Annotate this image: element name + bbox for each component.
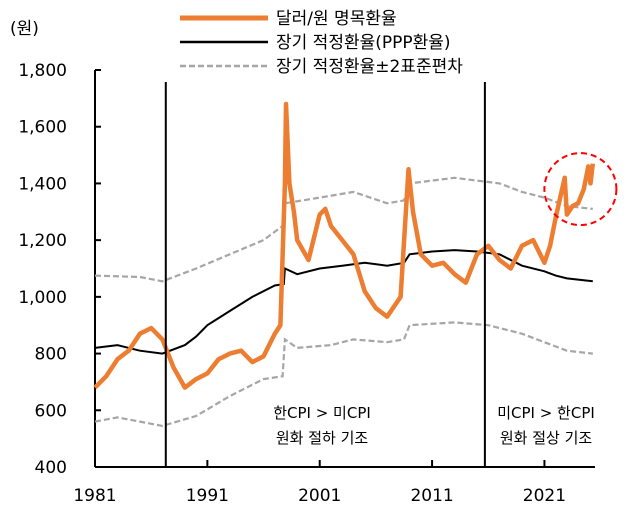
y-tick-label: 600 (35, 401, 67, 421)
annotation-1-line1: 한CPI > 미CPI (273, 404, 371, 422)
y-axis-unit-label: (원) (10, 19, 39, 39)
x-tick-label: 1981 (73, 486, 116, 506)
x-tick-label: 2011 (410, 486, 453, 506)
y-axis: 1,800 1,600 1,400 1,200 1,000 800 600 400 (18, 61, 101, 478)
y-tick-label: 1,800 (18, 61, 67, 81)
series-group (93, 101, 596, 428)
x-tick-label: 2021 (523, 486, 566, 506)
x-axis: 1981 1991 2001 2011 2021 (73, 460, 595, 506)
series-upper-band (94, 176, 593, 283)
y-tick-label: 1,600 (18, 118, 67, 138)
series-ppp-rate (94, 249, 593, 355)
series-lower-band (94, 321, 593, 428)
annotation-1-line2: 원화 절하 기조 (276, 429, 369, 447)
legend: 달러/원 명목환율 장기 적정환율(PPP환율) 장기 적정환율±2표준편차 (180, 9, 463, 77)
annotation-2-line1: 미CPI > 한CPI (497, 404, 595, 422)
series-nominal-rate (93, 101, 596, 390)
period-dividers (164, 82, 618, 467)
highlight-circle (543, 152, 618, 227)
y-tick-label: 1,400 (18, 174, 67, 194)
y-tick-label: 400 (35, 458, 67, 478)
y-tick-label: 1,200 (18, 231, 67, 251)
legend-label-nominal: 달러/원 명목환율 (276, 9, 397, 29)
annotation-2-line2: 원화 절상 기조 (500, 429, 593, 447)
legend-label-ppp: 장기 적정환율(PPP환율) (276, 33, 451, 53)
legend-label-band: 장기 적정환율±2표준편차 (276, 57, 463, 77)
x-tick-label: 1991 (186, 486, 229, 506)
y-tick-label: 1,000 (18, 288, 67, 308)
y-tick-label: 800 (35, 345, 67, 365)
x-tick-label: 2001 (298, 486, 341, 506)
